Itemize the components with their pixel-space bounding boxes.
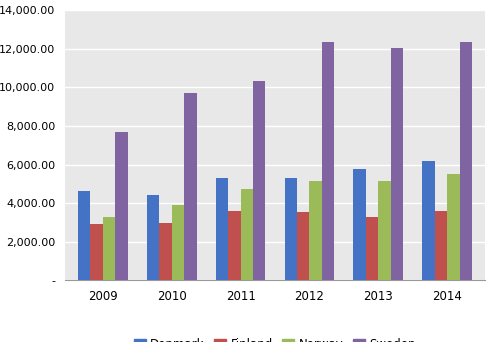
Bar: [434, 211, 447, 280]
Bar: [184, 93, 196, 280]
Bar: [310, 181, 322, 280]
Bar: [90, 224, 103, 280]
Bar: [160, 223, 172, 280]
Bar: [228, 211, 240, 280]
Bar: [354, 169, 366, 280]
Bar: [366, 217, 378, 280]
Bar: [116, 132, 128, 280]
Bar: [297, 212, 310, 280]
Bar: [147, 195, 160, 280]
Legend: Denmark, Finland, Norway, Sweden: Denmark, Finland, Norway, Sweden: [129, 333, 421, 342]
Bar: [172, 205, 184, 280]
Bar: [240, 189, 253, 280]
Bar: [447, 174, 460, 280]
Bar: [322, 42, 334, 280]
Bar: [422, 161, 434, 280]
Bar: [103, 217, 116, 280]
Bar: [284, 178, 297, 280]
Bar: [253, 81, 266, 280]
Bar: [378, 181, 390, 280]
Bar: [390, 48, 403, 280]
Bar: [78, 191, 90, 280]
Bar: [460, 42, 472, 280]
Bar: [216, 178, 228, 280]
